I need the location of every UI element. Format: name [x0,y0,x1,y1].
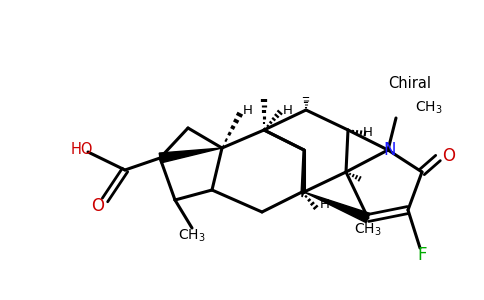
Text: CH$_3$: CH$_3$ [354,222,382,238]
Text: HO: HO [71,142,93,158]
Text: Chiral: Chiral [389,76,432,92]
Text: CH$_3$: CH$_3$ [178,228,206,244]
Text: N: N [384,141,396,159]
Text: H: H [243,103,253,116]
Text: H: H [283,103,293,116]
Polygon shape [302,187,304,197]
Text: H: H [320,199,330,212]
Polygon shape [159,148,222,163]
Text: F: F [417,246,427,264]
Text: CH$_3$: CH$_3$ [415,100,443,116]
Text: O: O [91,197,105,215]
Text: O: O [442,147,455,165]
Text: H: H [363,125,373,139]
Polygon shape [304,192,370,223]
